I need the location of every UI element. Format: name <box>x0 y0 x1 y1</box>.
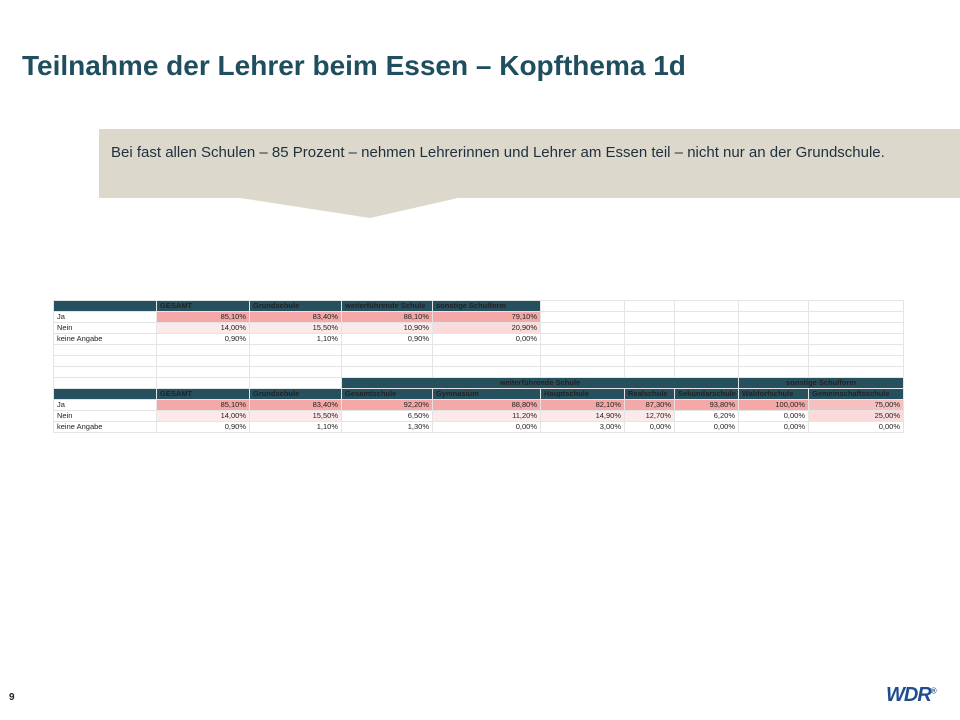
value-cell: 10,90% <box>341 322 433 334</box>
group-header-weiterfuehrende: weiterführende Schule <box>341 377 739 389</box>
table-row: keine Angabe 0,90% 1,10% 1,30% 0,00% 3,0… <box>53 421 904 433</box>
value-cell: 92,20% <box>341 399 433 411</box>
empty-cell <box>624 300 675 312</box>
value-cell: 0,00% <box>808 421 904 433</box>
value-cell: 1,10% <box>249 333 342 345</box>
row-label: Ja <box>53 399 157 411</box>
group-header-sonstige: sonstige Schulform <box>738 377 904 389</box>
empty-row <box>53 344 904 356</box>
callout-box: Bei fast allen Schulen – 85 Prozent – ne… <box>99 129 960 198</box>
value-cell: 87,30% <box>624 399 675 411</box>
table2-header-cell <box>53 388 157 400</box>
value-cell: 0,00% <box>624 421 675 433</box>
registered-mark: ® <box>930 686 937 696</box>
value-cell: 88,10% <box>341 311 433 323</box>
table2-header-cell: Gymnasium <box>432 388 541 400</box>
row-label: Nein <box>53 322 157 334</box>
value-cell: 20,90% <box>432 322 541 334</box>
value-cell: 83,40% <box>249 311 342 323</box>
value-cell: 85,10% <box>156 399 250 411</box>
value-cell: 0,90% <box>156 333 250 345</box>
results-table: GESAMT Grundschule weiterführende Schule… <box>53 300 904 433</box>
table2-header-cell: Sekundarschule <box>674 388 739 400</box>
table1-header-cell: GESAMT <box>156 300 250 312</box>
value-cell: 0,00% <box>674 421 739 433</box>
empty-row <box>53 355 904 367</box>
value-cell: 25,00% <box>808 410 904 422</box>
logo-text: WDR <box>886 684 932 706</box>
table2-header-cell: Gemeinschaftsschule <box>808 388 904 400</box>
value-cell: 6,20% <box>674 410 739 422</box>
table1-header-cell: Grundschule <box>249 300 342 312</box>
table-row: Nein 14,00% 15,50% 6,50% 11,20% 14,90% 1… <box>53 410 904 422</box>
table2-header-cell: Hauptschule <box>540 388 625 400</box>
callout-pointer <box>240 198 458 218</box>
callout-text: Bei fast allen Schulen – 85 Prozent – ne… <box>111 144 885 161</box>
value-cell: 75,00% <box>808 399 904 411</box>
table-row: Ja 85,10% 83,40% 92,20% 88,80% 82,10% 87… <box>53 399 904 411</box>
value-cell: 93,80% <box>674 399 739 411</box>
empty-cell <box>808 300 904 312</box>
empty-cell <box>674 300 739 312</box>
page-number: 9 <box>9 692 15 703</box>
row-label: keine Angabe <box>53 421 157 433</box>
slide-title: Teilnahme der Lehrer beim Essen – Kopfth… <box>22 50 686 81</box>
table-row: Nein 14,00% 15,50% 10,90% 20,90% <box>53 322 904 334</box>
empty-cell <box>738 300 809 312</box>
value-cell: 0,90% <box>156 421 250 433</box>
value-cell: 12,70% <box>624 410 675 422</box>
value-cell: 79,10% <box>432 311 541 323</box>
value-cell: 15,50% <box>249 322 342 334</box>
value-cell: 0,00% <box>432 333 541 345</box>
table-row: Ja 85,10% 83,40% 88,10% 79,10% <box>53 311 904 323</box>
value-cell: 14,00% <box>156 410 250 422</box>
wdr-logo: WDR® <box>886 684 937 707</box>
value-cell: 0,00% <box>738 421 809 433</box>
table1-header-cell <box>53 300 157 312</box>
value-cell: 82,10% <box>540 399 625 411</box>
value-cell: 14,90% <box>540 410 625 422</box>
value-cell: 100,00% <box>738 399 809 411</box>
table2-header-cell: Grundschule <box>249 388 342 400</box>
value-cell: 15,50% <box>249 410 342 422</box>
value-cell: 14,00% <box>156 322 250 334</box>
value-cell: 6,50% <box>341 410 433 422</box>
table1-header-cell: weiterführende Schule <box>341 300 433 312</box>
table2-header-row: GESAMT Grundschule Gesamtschule Gymnasiu… <box>53 388 904 400</box>
row-label: keine Angabe <box>53 333 157 345</box>
row-label: Ja <box>53 311 157 323</box>
value-cell: 0,90% <box>341 333 433 345</box>
empty-row <box>53 366 904 378</box>
value-cell: 85,10% <box>156 311 250 323</box>
table2-header-cell: Realschule <box>624 388 675 400</box>
empty-cell <box>540 300 625 312</box>
table1-header-cell: sonstige Schulform <box>432 300 541 312</box>
value-cell: 3,00% <box>540 421 625 433</box>
table2-header-cell: Gesamtschule <box>341 388 433 400</box>
spreadsheet-image: GESAMT Grundschule weiterführende Schule… <box>53 300 904 433</box>
value-cell: 0,00% <box>738 410 809 422</box>
table2-group-header-row: weiterführende Schule sonstige Schulform <box>53 377 904 389</box>
value-cell: 1,10% <box>249 421 342 433</box>
value-cell: 88,80% <box>432 399 541 411</box>
table1-header-row: GESAMT Grundschule weiterführende Schule… <box>53 300 904 312</box>
value-cell: 11,20% <box>432 410 541 422</box>
value-cell: 1,30% <box>341 421 433 433</box>
value-cell: 83,40% <box>249 399 342 411</box>
table2-header-cell: Waldorfschule <box>738 388 809 400</box>
row-label: Nein <box>53 410 157 422</box>
table2-header-cell: GESAMT <box>156 388 250 400</box>
table-row: keine Angabe 0,90% 1,10% 0,90% 0,00% <box>53 333 904 345</box>
value-cell: 0,00% <box>432 421 541 433</box>
